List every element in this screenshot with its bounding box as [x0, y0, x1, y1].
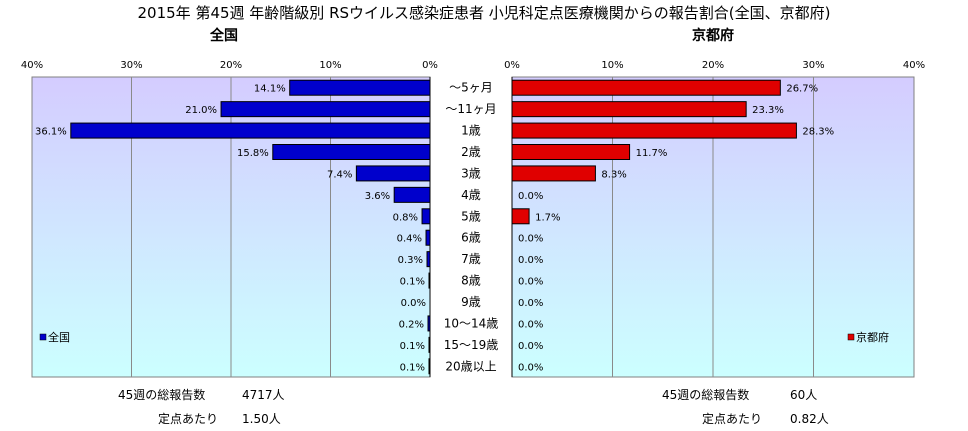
national-bar — [428, 336, 431, 353]
kyoto-tick-label: 40% — [903, 60, 925, 71]
category-label: ～5ヶ月 — [449, 81, 493, 95]
category-label: ～11ヶ月 — [445, 102, 496, 116]
category-label: 20歳以上 — [445, 359, 496, 373]
national-data-label: 0.1% — [400, 362, 425, 373]
category-label: 6歳 — [461, 231, 481, 245]
category-label: 5歳 — [461, 209, 481, 223]
national-legend-swatch — [39, 333, 47, 341]
kyoto-data-label: 28.3% — [802, 127, 834, 138]
kyoto-data-label: 8.3% — [601, 169, 626, 180]
category-label: 7歳 — [461, 252, 481, 266]
national-data-label: 0.3% — [398, 255, 423, 266]
national-data-label: 0.2% — [399, 319, 424, 330]
kyoto-data-label: 0.0% — [518, 234, 543, 245]
chart-title: 2015年 第45週 年齢階級別 RSウイルス感染症患者 小児科定点医療機関から… — [137, 4, 831, 22]
kyoto-data-label: 11.7% — [636, 148, 668, 159]
kyoto-per-label: 定点あたり — [702, 412, 763, 426]
kyoto-tick-label: 0% — [504, 60, 520, 71]
kyoto-data-label: 0.0% — [518, 298, 543, 309]
category-label: 8歳 — [461, 274, 481, 288]
kyoto-data-label: 0.0% — [518, 277, 543, 288]
kyoto-per-value: 0.82人 — [790, 412, 829, 426]
national-bar — [355, 165, 431, 182]
kyoto-data-label: 0.0% — [518, 341, 543, 352]
kyoto-panel-title: 京都府 — [692, 28, 734, 44]
kyoto-bar — [511, 144, 631, 160]
national-data-label: 3.6% — [365, 191, 390, 202]
national-data-label: 0.4% — [397, 234, 422, 245]
kyoto-data-label: 0.0% — [518, 191, 543, 202]
national-bar — [427, 315, 431, 332]
national-bar — [70, 122, 431, 139]
kyoto-bar — [511, 122, 797, 139]
kyoto-data-label: 1.7% — [535, 212, 560, 223]
kyoto-total-label: 45週の総報告数 — [662, 388, 750, 402]
national-bar — [426, 251, 431, 268]
kyoto-data-label: 23.3% — [752, 105, 784, 116]
kyoto-data-label: 0.0% — [518, 319, 543, 330]
national-data-label: 0.1% — [400, 341, 425, 352]
kyoto-legend-swatch — [847, 333, 855, 341]
national-bar — [428, 358, 431, 375]
national-legend-label: 全国 — [48, 330, 70, 344]
national-data-label: 0.0% — [401, 298, 426, 309]
national-data-label: 36.1% — [35, 127, 67, 138]
kyoto-tick-label: 30% — [802, 60, 824, 71]
kyoto-data-label: 0.0% — [518, 362, 543, 373]
national-bar — [272, 144, 431, 160]
category-label: 1歳 — [461, 124, 481, 138]
kyoto-bar — [511, 79, 781, 96]
national-bar — [425, 229, 431, 246]
national-total-value: 4717人 — [242, 388, 285, 402]
national-data-label: 0.1% — [400, 277, 425, 288]
kyoto-legend-label: 京都府 — [856, 330, 889, 344]
national-total-label: 45週の総報告数 — [118, 388, 206, 402]
national-tick-label: 20% — [220, 60, 242, 71]
national-bar — [421, 208, 431, 225]
national-tick-label: 30% — [120, 60, 142, 71]
national-tick-label: 10% — [319, 60, 341, 71]
category-label: 9歳 — [461, 295, 481, 309]
national-panel-title: 全国 — [210, 28, 238, 44]
national-data-label: 0.8% — [393, 212, 418, 223]
kyoto-tick-label: 10% — [601, 60, 623, 71]
national-tick-label: 0% — [422, 60, 438, 71]
national-per-label: 定点あたり — [158, 412, 219, 426]
kyoto-bar — [511, 101, 747, 118]
kyoto-tick-label: 20% — [702, 60, 724, 71]
national-tick-label: 40% — [21, 60, 43, 71]
national-bar — [220, 101, 431, 118]
category-label: 4歳 — [461, 188, 481, 202]
national-per-value: 1.50人 — [242, 412, 281, 426]
national-bar — [393, 186, 431, 203]
category-label: 3歳 — [461, 166, 481, 180]
kyoto-data-label: 26.7% — [786, 84, 818, 95]
national-data-label: 21.0% — [185, 105, 217, 116]
national-data-label: 7.4% — [327, 169, 352, 180]
national-data-label: 15.8% — [237, 148, 269, 159]
kyoto-total-value: 60人 — [790, 388, 818, 402]
national-data-label: 14.1% — [254, 84, 286, 95]
kyoto-bar — [511, 208, 530, 225]
category-label: 2歳 — [461, 145, 481, 159]
category-label: 15～19歳 — [444, 338, 499, 352]
kyoto-data-label: 0.0% — [518, 255, 543, 266]
kyoto-bar — [511, 165, 596, 182]
national-bar — [428, 272, 431, 289]
national-bar — [289, 79, 431, 96]
category-label: 10～14歳 — [444, 316, 499, 330]
